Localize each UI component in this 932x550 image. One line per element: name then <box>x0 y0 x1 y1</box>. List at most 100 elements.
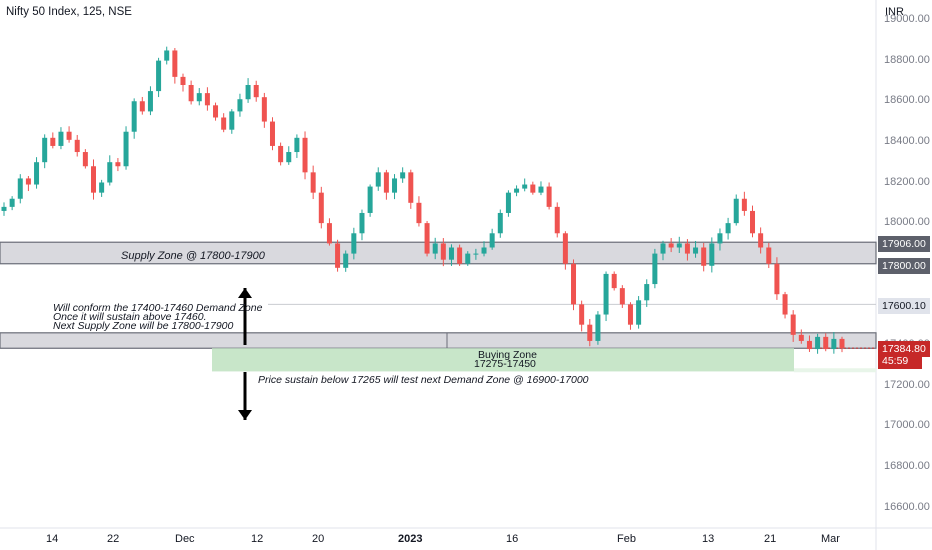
candle-body <box>497 212 503 234</box>
candle-body <box>733 198 739 224</box>
candle-body <box>359 212 365 234</box>
x-tick-label: 16 <box>506 533 519 545</box>
y-tick-label: 18600.00 <box>884 94 930 107</box>
candle-body <box>465 253 471 264</box>
candle-body <box>90 166 96 193</box>
up-arrow-icon <box>238 288 252 345</box>
candle-body <box>17 178 23 199</box>
candle-body <box>302 137 308 173</box>
candle-body <box>278 145 284 163</box>
candle-body <box>627 304 633 325</box>
demand-zone-box <box>0 332 877 349</box>
y-tick-label: 17000.00 <box>884 419 930 432</box>
buying-zone-title: Buying Zone <box>478 349 537 361</box>
candle-body <box>351 233 357 254</box>
candle-body <box>554 206 560 234</box>
candle-body <box>766 247 772 264</box>
y-tick-label: 18800.00 <box>884 53 930 66</box>
candle-body <box>505 192 511 213</box>
currency-label: INR <box>885 6 904 18</box>
candle-body <box>530 184 536 193</box>
y-tick-label: 18000.00 <box>884 216 930 229</box>
candle-body <box>489 233 495 248</box>
candle-body <box>424 223 430 254</box>
y-tick-label: 19000.00 <box>884 13 930 25</box>
candle-body <box>343 253 349 268</box>
candle-body <box>42 137 48 163</box>
candle-body <box>34 162 40 185</box>
candle-body <box>375 172 381 187</box>
candle-body <box>782 294 788 315</box>
candle-body <box>725 223 731 234</box>
candle-body <box>668 243 674 248</box>
candle-body <box>318 192 324 224</box>
candle-body <box>147 91 153 112</box>
y-tick-label: 16600.00 <box>884 500 930 513</box>
candle-body <box>253 85 259 98</box>
candle-body <box>514 188 520 193</box>
candle-body <box>286 152 292 163</box>
candle-body <box>815 336 821 350</box>
x-tick-label: 14 <box>46 533 59 545</box>
candle-body <box>107 162 113 183</box>
price-tag-supply-upper: 17906.00 <box>878 236 930 252</box>
candle-body <box>481 247 487 254</box>
candle-body <box>806 340 812 350</box>
candle-body <box>237 99 243 112</box>
candle-body <box>400 172 406 179</box>
candle-body <box>595 314 601 341</box>
x-tick-label: Dec <box>175 533 195 545</box>
candle-body <box>758 233 764 248</box>
candle-body <box>562 233 568 264</box>
candle-body <box>603 273 609 315</box>
candle-body <box>798 334 804 341</box>
y-tick-label: 16800.00 <box>884 459 930 472</box>
candle-body <box>58 131 64 146</box>
candle-body <box>66 131 72 140</box>
annotation-line-3: Next Supply Zone will be 17800-17900 <box>53 320 234 332</box>
candle-body <box>774 263 780 295</box>
x-tick-label: 22 <box>107 533 120 545</box>
candle-body <box>709 243 715 266</box>
candle-body <box>652 253 658 285</box>
candle-body <box>448 247 454 260</box>
candle-body <box>367 186 373 213</box>
candle-body <box>717 233 723 244</box>
candle-body <box>611 273 617 289</box>
candle-body <box>294 137 300 153</box>
candle-body <box>139 101 145 112</box>
x-tick-label: 21 <box>764 533 777 545</box>
candle-body <box>408 172 414 203</box>
candle-body <box>310 172 316 193</box>
candle-body <box>156 60 162 92</box>
annotation-line-2: Once it will sustain above 17460. <box>53 311 207 323</box>
candle-body <box>131 101 137 132</box>
candle-body <box>579 304 585 325</box>
candle-body <box>636 300 642 325</box>
y-tick-label: 18200.00 <box>884 175 930 188</box>
x-tick-label: Feb <box>617 533 636 545</box>
candle-body <box>82 152 88 167</box>
candle-body <box>50 137 56 146</box>
candle-body <box>326 223 332 244</box>
x-tick-label: 20 <box>312 533 325 545</box>
candle-body <box>831 338 837 350</box>
candle-body <box>676 243 682 248</box>
candle-body <box>473 253 479 255</box>
x-tick-label: 13 <box>702 533 715 545</box>
candle-body <box>392 178 398 193</box>
y-tick-label: 17200.00 <box>884 378 930 391</box>
candle-body <box>229 111 235 130</box>
candle-body <box>188 85 194 102</box>
candle-body <box>522 184 528 189</box>
supply-zone-label: Supply Zone @ 17800-17900 <box>121 250 265 262</box>
candle-body <box>269 121 275 146</box>
price-tag-countdown: 45:59 <box>878 353 922 369</box>
candle-body <box>839 338 845 349</box>
x-tick-label: Mar <box>821 533 840 545</box>
candle-body <box>196 93 202 102</box>
candle-body <box>619 288 625 305</box>
candle-body <box>9 198 15 207</box>
candle-body <box>204 93 210 106</box>
